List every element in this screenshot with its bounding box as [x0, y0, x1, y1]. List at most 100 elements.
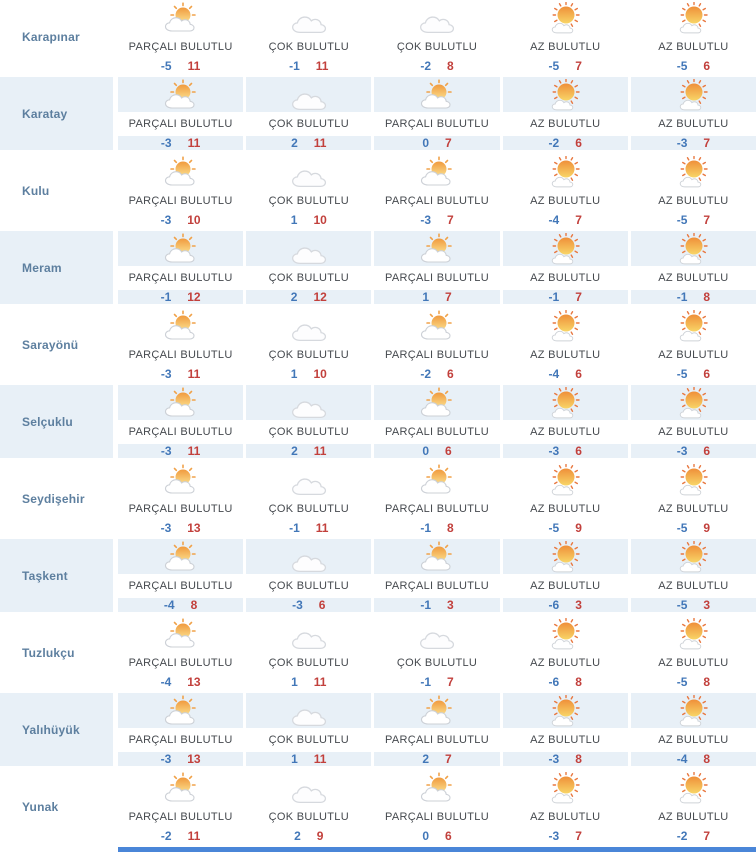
min-temp: 0 [422, 136, 429, 150]
temperature-band: -5 7 [503, 59, 628, 73]
temperature-band: -3 6 [630, 444, 756, 458]
condition-label: AZ BULUTLU [530, 811, 601, 823]
max-temp: 11 [315, 59, 329, 73]
temperature-band: 2 11 [246, 444, 372, 458]
forecast-cell: AZ BULUTLU -5 9 [630, 462, 756, 539]
partly-cloudy-icon [161, 695, 201, 728]
forecast-cell: PARÇALI BULUTLU -3 7 [374, 154, 500, 231]
temperature-band: -2 7 [631, 829, 756, 843]
forecast-cell: PARÇALI BULUTLU -1 8 [374, 462, 500, 539]
condition-band: ÇOK BULUTLU [246, 266, 372, 290]
district-name-cell[interactable]: Meram [0, 231, 113, 304]
condition-label: PARÇALI BULUTLU [128, 734, 233, 746]
condition-label: ÇOK BULUTLU [268, 195, 349, 207]
forecast-days: PARÇALI BULUTLU -2 11 ÇOK BULUTLU 2 9 PARÇALI … [118, 770, 756, 847]
temperature-band: 1 10 [246, 213, 371, 227]
table-row: Seydişehir PARÇALI BULUTLU -3 13 ÇOK BULUTLU… [0, 462, 756, 539]
weather-icon-band [246, 616, 371, 651]
max-temp: 11 [187, 59, 201, 73]
mostly-sunny-icon [545, 2, 585, 35]
partly-cloudy-icon [161, 541, 201, 574]
partly-cloudy-icon [161, 464, 201, 497]
temperature-band: 1 10 [246, 367, 371, 381]
district-name-cell[interactable]: Seydişehir [0, 462, 113, 535]
condition-label: ÇOK BULUTLU [268, 41, 349, 53]
forecast-cell: AZ BULUTLU -5 6 [630, 308, 756, 385]
condition-band: AZ BULUTLU [502, 574, 628, 598]
max-temp: 3 [447, 598, 454, 612]
temperature-band: -1 8 [374, 521, 499, 535]
weather-icon-band [630, 693, 756, 728]
min-temp: -3 [420, 213, 431, 227]
district-name-cell[interactable]: Tuzlukçu [0, 616, 113, 689]
min-temp: -3 [160, 752, 172, 766]
condition-band: AZ BULUTLU [630, 420, 756, 444]
forecast-cell: AZ BULUTLU -6 8 [502, 616, 628, 693]
district-name-cell[interactable]: Taşkent [0, 539, 113, 612]
forecast-days: PARÇALI BULUTLU -3 11 ÇOK BULUTLU 1 10 PARÇALI… [118, 308, 756, 385]
max-temp: 11 [187, 136, 201, 150]
condition-label: PARÇALI BULUTLU [128, 118, 233, 130]
weather-icon-band [503, 770, 628, 805]
forecast-cell: AZ BULUTLU -3 6 [502, 385, 628, 462]
condition-band: PARÇALI BULUTLU [118, 189, 244, 213]
forecast-cell: PARÇALI BULUTLU 0 7 [374, 77, 500, 154]
max-temp: 10 [313, 213, 327, 227]
forecast-cell: PARÇALI BULUTLU -3 11 [118, 77, 244, 154]
forecast-cell: AZ BULUTLU -3 6 [630, 385, 756, 462]
max-temp: 6 [703, 59, 711, 73]
condition-label: AZ BULUTLU [658, 349, 729, 361]
forecast-cell: AZ BULUTLU -2 6 [502, 77, 628, 154]
max-temp: 11 [187, 367, 201, 381]
min-temp: 2 [294, 829, 301, 843]
max-temp: 11 [187, 829, 201, 843]
district-name-cell[interactable]: Yalıhüyük [0, 693, 113, 766]
min-temp: 1 [290, 367, 298, 381]
district-name-cell[interactable]: Karatay [0, 77, 113, 150]
district-name-cell[interactable]: Sarayönü [0, 308, 113, 381]
forecast-cell: PARÇALI BULUTLU -3 10 [118, 154, 244, 231]
district-name-cell[interactable]: Kulu [0, 154, 113, 227]
forecast-cell: AZ BULUTLU -5 3 [630, 539, 756, 616]
min-temp: -1 [420, 521, 431, 535]
weather-icon-band [631, 462, 756, 497]
condition-band: PARÇALI BULUTLU [118, 343, 244, 367]
condition-band: PARÇALI BULUTLU [374, 343, 500, 367]
min-temp: -5 [676, 59, 688, 73]
min-temp: 2 [291, 136, 298, 150]
max-temp: 7 [575, 59, 582, 73]
condition-label: PARÇALI BULUTLU [128, 272, 233, 284]
forecast-cell: ÇOK BULUTLU 1 11 [246, 693, 372, 770]
weather-icon-band [118, 308, 243, 343]
cloudy-icon [289, 156, 329, 189]
forecast-cell: AZ BULUTLU -1 7 [502, 231, 628, 308]
max-temp: 13 [187, 675, 201, 689]
district-name-cell[interactable]: Yunak [0, 770, 113, 843]
temperature-band: -6 8 [503, 675, 628, 689]
temperature-band: -3 11 [118, 367, 243, 381]
condition-label: PARÇALI BULUTLU [128, 580, 233, 592]
temperature-band: -3 11 [118, 136, 244, 150]
forecast-cell: AZ BULUTLU -5 7 [630, 154, 756, 231]
max-temp: 6 [447, 367, 454, 381]
max-temp: 12 [313, 290, 327, 304]
temperature-band: -5 3 [630, 598, 756, 612]
condition-band: AZ BULUTLU [502, 112, 628, 136]
district-name-cell[interactable]: Selçuklu [0, 385, 113, 458]
temperature-band: -4 8 [118, 598, 244, 612]
district-label: Sarayönü [22, 337, 79, 352]
max-temp: 6 [703, 367, 711, 381]
weather-icon-band [246, 0, 371, 35]
weather-icon-band [630, 539, 756, 574]
condition-label: PARÇALI BULUTLU [385, 734, 489, 746]
condition-label: PARÇALI BULUTLU [385, 503, 489, 515]
condition-band: PARÇALI BULUTLU [374, 420, 500, 444]
forecast-cell: ÇOK BULUTLU 1 10 [246, 154, 372, 231]
forecast-cell: ÇOK BULUTLU 2 12 [246, 231, 372, 308]
temperature-band: -3 7 [374, 213, 499, 227]
temperature-band: -3 13 [118, 752, 244, 766]
min-temp: -5 [676, 598, 688, 612]
temperature-band: -3 13 [118, 521, 243, 535]
district-name-cell[interactable]: Karapınar [0, 0, 113, 73]
